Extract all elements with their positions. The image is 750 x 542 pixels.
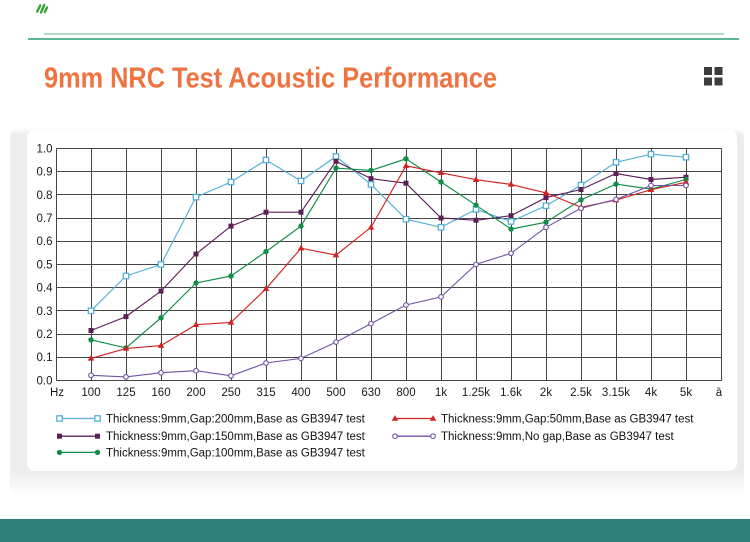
- svg-text:400: 400: [291, 387, 310, 399]
- svg-text:1.6k: 1.6k: [500, 387, 522, 399]
- svg-text:125: 125: [116, 387, 135, 399]
- svg-text:0.7: 0.7: [37, 213, 53, 225]
- svg-text:0.8: 0.8: [37, 190, 53, 202]
- svg-text:0.2: 0.2: [37, 329, 53, 341]
- svg-text:1.0: 1.0: [37, 143, 53, 155]
- svg-text:800: 800: [396, 387, 415, 399]
- svg-text:5k: 5k: [680, 387, 692, 399]
- svg-text:Thickness:9mm,Gap:150mm,Base a: Thickness:9mm,Gap:150mm,Base as GB3947 t…: [106, 431, 366, 443]
- svg-text:0.3: 0.3: [37, 306, 53, 318]
- svg-text:3.15k: 3.15k: [602, 387, 630, 399]
- svg-text:2k: 2k: [540, 387, 552, 399]
- svg-text:0.6: 0.6: [37, 236, 53, 248]
- svg-text:Thickness:9mm,Gap:50mm,Base as: Thickness:9mm,Gap:50mm,Base as GB3947 te…: [441, 414, 694, 426]
- svg-text:Thickness:9mm,Gap:200mm,Base a: Thickness:9mm,Gap:200mm,Base as GB3947 t…: [106, 414, 366, 426]
- svg-text:1k: 1k: [435, 387, 447, 399]
- svg-text:Thickness:9mm,Gap:100mm,Base a: Thickness:9mm,Gap:100mm,Base as GB3947 t…: [106, 447, 366, 459]
- svg-text:630: 630: [361, 387, 380, 399]
- svg-text:Thickness:9mm,No gap,Base as G: Thickness:9mm,No gap,Base as GB3947 test: [441, 431, 674, 443]
- svg-text:500: 500: [326, 387, 345, 399]
- svg-text:0.4: 0.4: [37, 283, 54, 295]
- svg-text:0.0: 0.0: [37, 375, 53, 387]
- svg-text:9mm NRC Test Acoustic Performa: 9mm NRC Test Acoustic Performance: [44, 63, 497, 95]
- svg-text:200: 200: [186, 387, 205, 399]
- svg-text:160: 160: [151, 387, 170, 399]
- svg-text:100: 100: [81, 387, 100, 399]
- svg-text:2.5k: 2.5k: [570, 387, 592, 399]
- svg-text:0.1: 0.1: [37, 352, 53, 364]
- svg-text:250: 250: [221, 387, 240, 399]
- svg-text:Hz: Hz: [50, 387, 64, 399]
- svg-text:4k: 4k: [645, 387, 657, 399]
- svg-text:0.5: 0.5: [37, 259, 53, 271]
- svg-text:ā: ā: [716, 387, 723, 399]
- svg-text:0.9: 0.9: [37, 167, 53, 179]
- svg-text:315: 315: [256, 387, 275, 399]
- svg-text:1.25k: 1.25k: [462, 387, 490, 399]
